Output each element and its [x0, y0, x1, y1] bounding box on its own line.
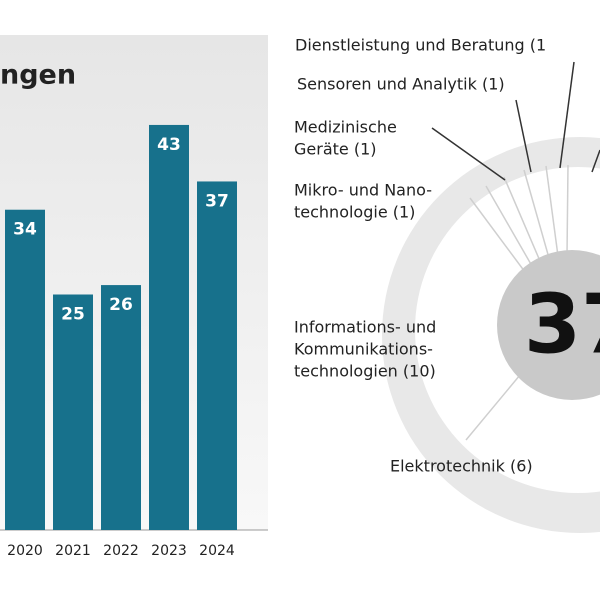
- category-label: Kommunikations-: [294, 340, 433, 359]
- category-label: Mikro- und Nano-: [294, 181, 432, 200]
- x-tick-label: 2020: [7, 543, 43, 559]
- category-label: Dienstleistung und Beratung (1: [295, 36, 546, 55]
- bar: [101, 285, 141, 530]
- x-tick-label: 2023: [151, 543, 187, 559]
- spokes: [465, 164, 569, 441]
- bar: [197, 181, 237, 530]
- x-tick-label: 2022: [103, 543, 139, 559]
- category-label: Geräte (1): [294, 140, 377, 159]
- value-label: 25: [61, 305, 85, 325]
- leader-lines: [431, 61, 600, 181]
- category-label: Informations- und: [294, 318, 436, 337]
- category-label: technologie (1): [294, 203, 415, 222]
- value-label: 37: [205, 191, 229, 211]
- x-tick-label: 2024: [199, 543, 235, 559]
- bar: [149, 124, 189, 530]
- x-tick-label: 2021: [55, 543, 91, 559]
- chart-title: ngen: [0, 60, 76, 91]
- total: 37: [524, 277, 600, 372]
- center-circle: [497, 250, 600, 400]
- bar: [53, 294, 93, 530]
- bar: [5, 209, 45, 530]
- value-label: 34: [13, 220, 37, 240]
- value-label: 43: [157, 135, 181, 155]
- value-label: 26: [109, 295, 133, 315]
- category-label: Medizinische: [294, 118, 397, 137]
- category-label: technologien (10): [294, 362, 436, 381]
- category-label: Sensoren und Analytik (1): [297, 75, 505, 94]
- category-label: Elektrotechnik (6): [390, 457, 533, 476]
